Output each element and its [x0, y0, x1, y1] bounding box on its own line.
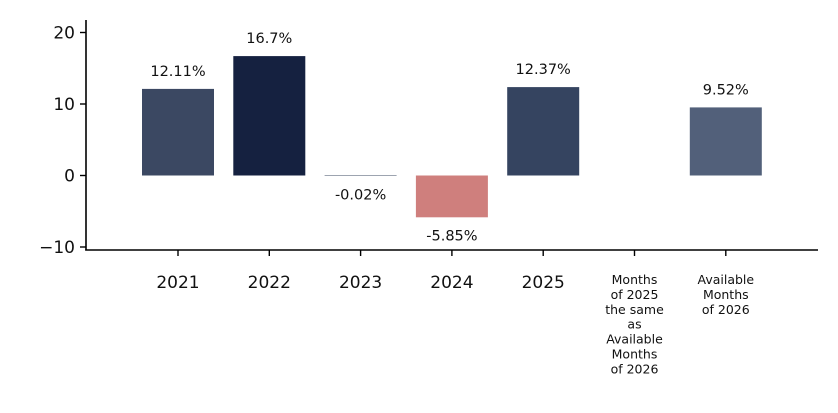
y-tick-label: 20 — [53, 24, 75, 44]
bar — [415, 175, 488, 218]
x-tick-label: Available Months of 2026 — [698, 272, 755, 317]
data-label: 12.37% — [516, 62, 571, 78]
data-labels-group: 12.11% 16.7% -0.02% -5.85% 12.37% 9.52% — [150, 31, 748, 244]
x-tick-label: Months of 2025 the same as Available Months of… — [605, 272, 664, 376]
bar — [233, 56, 306, 176]
bar — [142, 88, 214, 176]
y-tick-label: 0 — [64, 167, 75, 187]
data-label: 9.52% — [703, 82, 749, 98]
x-ticks-group: 2021 2022 2023 2024 2025 Months of 2025 the sam… — [156, 250, 754, 376]
y-ticks-group: −10 0 10 20 — [39, 24, 86, 258]
x-tick-label: 2025 — [522, 273, 565, 293]
data-label: 16.7% — [246, 31, 292, 47]
bars-group — [142, 56, 762, 218]
x-tick-label: 2021 — [156, 273, 199, 293]
x-tick-label: 2023 — [339, 273, 382, 293]
data-label: 12.11% — [150, 64, 205, 80]
x-tick-label: 2024 — [430, 273, 473, 293]
data-label: -5.85% — [426, 228, 477, 244]
bar — [507, 87, 580, 176]
x-tick-label: 2022 — [248, 273, 291, 293]
data-label: -0.02% — [335, 188, 386, 204]
y-tick-label: 10 — [53, 95, 75, 115]
bar — [324, 175, 397, 176]
y-tick-label: −10 — [39, 238, 75, 258]
bar — [689, 107, 762, 176]
